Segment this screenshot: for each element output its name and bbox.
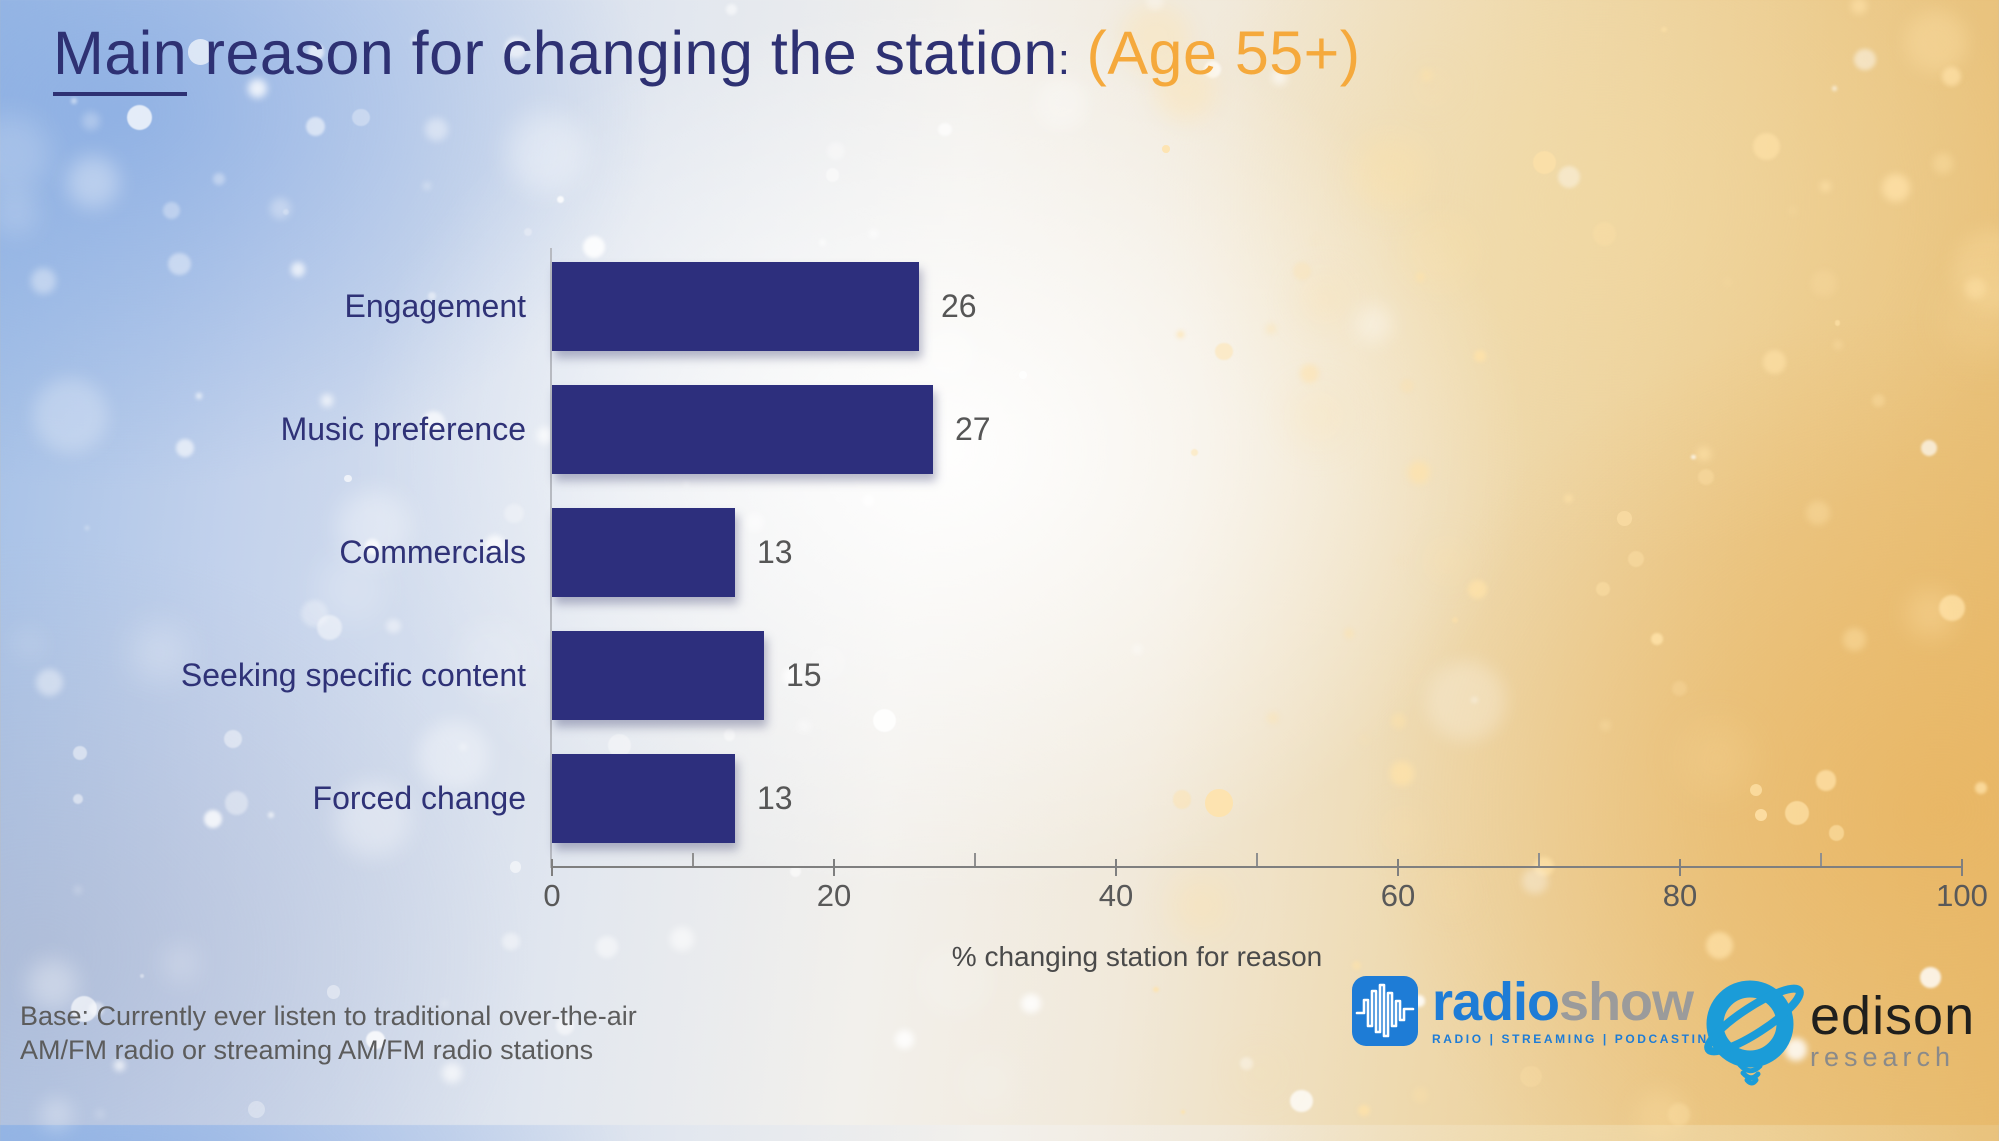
- value-label: 13: [757, 534, 793, 570]
- value-label: 26: [941, 288, 977, 324]
- base-note: Base: Currently ever listen to tradition…: [20, 1000, 637, 1068]
- edison-name: edison: [1810, 986, 1976, 1046]
- x-axis-tick: [1679, 859, 1681, 876]
- title-age-group: (Age 55+): [1086, 19, 1361, 87]
- x-axis-tick: [833, 859, 835, 876]
- radioshow-tagline: RADIO | STREAMING | PODCASTING: [1432, 1032, 1721, 1046]
- x-tick-label: 80: [1662, 878, 1698, 913]
- radioshow-word-show: show: [1559, 972, 1694, 1032]
- chart-bar: [552, 262, 919, 351]
- x-tick-label: 0: [543, 878, 561, 913]
- chart-bar: [552, 754, 735, 843]
- x-axis-minor-tick: [974, 853, 976, 866]
- x-tick-label: 100: [1936, 878, 1988, 913]
- x-axis-minor-tick: [1820, 853, 1822, 866]
- edison-wordmark: edison research: [1810, 986, 1976, 1073]
- x-axis-tick: [1397, 859, 1399, 876]
- value-label: 15: [786, 657, 822, 693]
- title-rest: reason for changing the station: [187, 19, 1058, 87]
- chart-bar: [552, 631, 764, 720]
- value-label: 13: [757, 780, 793, 816]
- orbit-lightbulb-icon: [1700, 962, 1808, 1087]
- radioshow-wordmark: radioshow RADIO | STREAMING | PODCASTING: [1432, 975, 1721, 1046]
- category-label: Engagement: [344, 288, 526, 324]
- x-axis-tick: [1115, 859, 1117, 876]
- edison-sub: research: [1810, 1042, 1956, 1072]
- x-tick-label: 20: [816, 878, 852, 913]
- category-label: Seeking specific content: [180, 657, 526, 693]
- base-note-line1: Base: Currently ever listen to tradition…: [20, 1001, 637, 1031]
- y-axis-line: [550, 248, 552, 868]
- waveform-icon: [1352, 976, 1418, 1046]
- x-axis-minor-tick: [1256, 853, 1258, 866]
- title-emphasis: Main: [53, 19, 188, 96]
- page-title: Main reason for changing the station: (Ag…: [53, 18, 1361, 96]
- title-colon: :: [1057, 35, 1071, 84]
- radioshow-word: radioshow: [1432, 975, 1721, 1029]
- x-axis-tick: [551, 859, 553, 876]
- base-note-line2: AM/FM radio or streaming AM/FM radio sta…: [20, 1034, 594, 1065]
- category-label: Commercials: [339, 534, 526, 570]
- x-axis-caption: % changing station for reason: [951, 941, 1323, 972]
- x-tick-label: 40: [1098, 878, 1134, 913]
- radioshow-logo: radioshow RADIO | STREAMING | PODCASTING: [1352, 975, 1721, 1046]
- x-axis-minor-tick: [692, 853, 694, 866]
- radioshow-word-radio: radio: [1432, 972, 1560, 1032]
- edison-research-logo: edison research: [1700, 962, 1975, 1087]
- x-axis-line: [552, 866, 1962, 868]
- chart-bar: [552, 508, 735, 597]
- x-axis-minor-tick: [1538, 853, 1540, 866]
- x-tick-label: 60: [1380, 878, 1416, 913]
- value-label: 27: [955, 411, 991, 447]
- x-axis-tick: [1961, 859, 1963, 876]
- chart-bar: [552, 385, 933, 474]
- category-label: Forced change: [312, 780, 526, 816]
- category-label: Music preference: [280, 411, 526, 447]
